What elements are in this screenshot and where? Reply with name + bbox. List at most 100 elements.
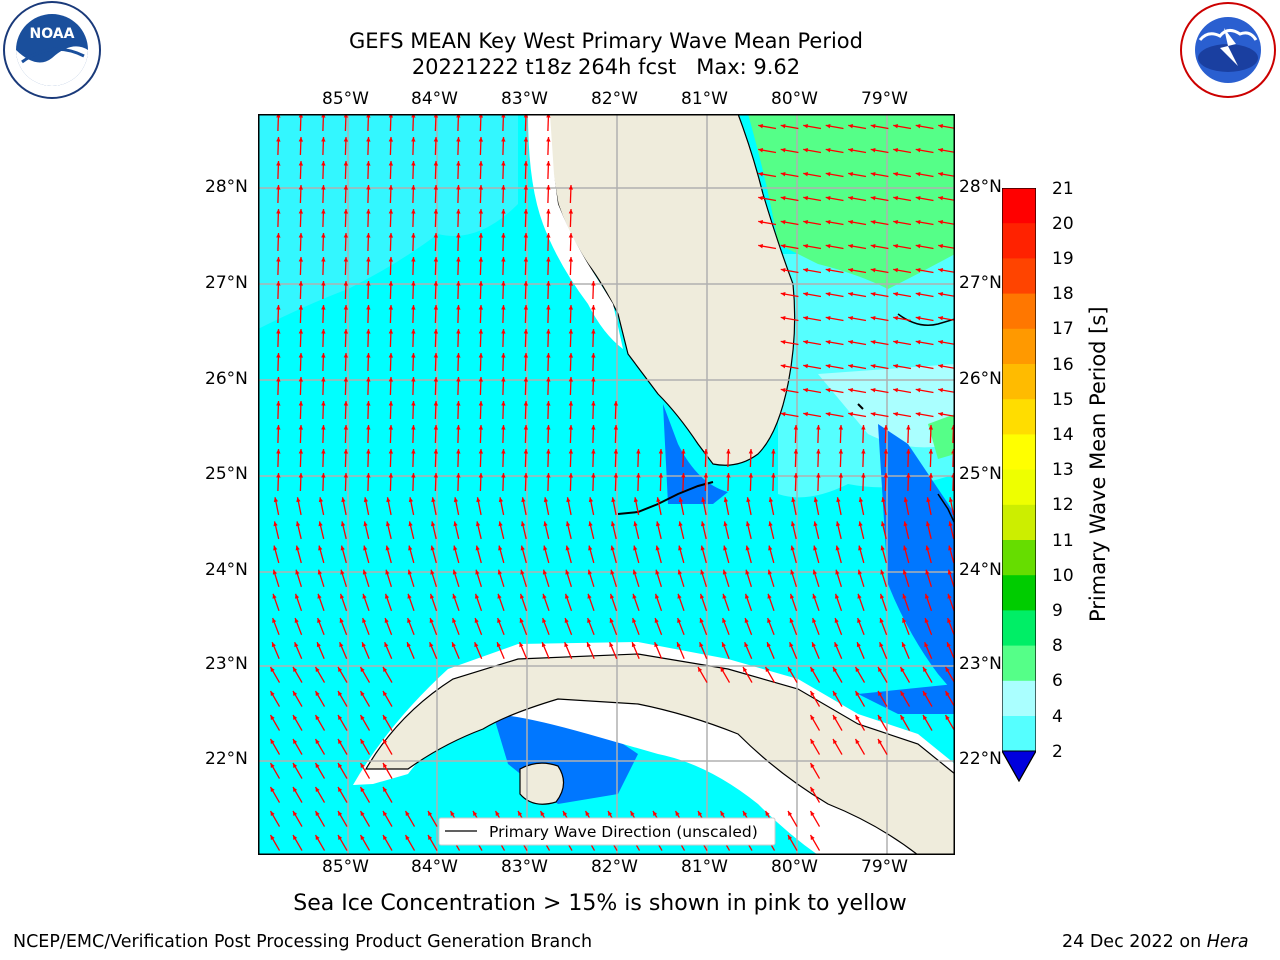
wave-arrow-head [383,667,388,672]
wave-arrow-head [340,521,346,527]
wave-arrow-head [475,569,480,575]
wave-arrow-head [948,497,954,503]
wave-arrow-head [632,618,637,623]
wave-arrow-head [366,137,371,142]
wave-arrow-head [343,185,349,190]
wave-arrow-head [765,811,770,816]
wave-arrow-head [870,244,876,249]
wave-arrow-head [383,811,388,816]
wave-arrow-head [825,196,831,201]
lon-label-bottom-81w: 81°W [681,857,728,877]
wave-arrow-head [613,425,619,430]
nws-logo [1178,0,1278,100]
wave-arrow-head [848,340,854,345]
wave-arrow-head [915,196,921,201]
wave-arrow-head [656,497,661,503]
wave-arrow-head [810,787,815,792]
wave-arrow-head [835,593,840,599]
wave-arrow-head [546,473,551,478]
wave-arrow-head [848,292,854,297]
wave-arrow-head [748,449,754,454]
wave-arrow-head [452,618,457,623]
wave-arrow-head [810,835,815,840]
wave-arrow-head [383,691,388,696]
sea-period-2-4-bahamas [878,424,955,694]
wave-arrow-head [433,185,439,190]
wave-arrow-head [321,233,326,238]
wave-arrow-head [858,545,863,551]
wave-arrow-head [321,425,326,430]
wave-arrow-head [723,521,728,527]
colorbar-segment [1002,645,1036,682]
wave-arrow-head [433,161,439,166]
wave-arrow-head [870,148,876,153]
wave-arrow-head [433,329,439,334]
wave-arrow-head [915,244,921,249]
wave-arrow-head [743,667,748,672]
wave-arrow-head [893,268,899,273]
wave-arrow-head [433,425,439,430]
wave-arrow-head [338,739,343,744]
wave-arrow-head [700,569,705,575]
wave-arrow-head [938,124,944,129]
cb-tick-2: 2 [1052,742,1063,762]
wave-arrow-head [833,715,838,720]
wave-arrow-head [317,569,322,575]
wave-arrow-head [893,124,899,129]
wave-arrow-head [780,124,786,129]
wave-arrow-head [588,497,594,503]
wave-arrow-head [340,569,345,575]
wave-arrow-head [938,148,944,153]
wave-arrow-head [474,642,479,648]
wave-arrow-head [906,473,911,478]
chart-title-line1: GEFS MEAN Key West Primary Wave Mean Per… [349,29,863,53]
wave-arrow-head [295,521,301,527]
wave-arrow-head [294,642,299,648]
wave-arrow-head [790,593,795,599]
wave-arrow-head [880,545,885,551]
colorbar-segment [1002,364,1036,400]
wave-arrow-head [766,642,771,648]
wave-arrow-head [566,497,571,503]
wave-arrow-head [315,667,320,672]
wave-arrow-head [563,811,568,816]
wave-arrow-head [938,388,944,393]
cb-tick-4: 4 [1052,707,1063,727]
wave-arrow-head [293,787,298,792]
cb-tick-21: 21 [1052,179,1074,199]
wave-arrow-head [366,329,371,334]
lon-label-top-82w: 82°W [591,89,638,109]
lon-label-top-84w: 84°W [411,89,458,109]
wave-arrow-head [366,257,371,262]
wave-arrow-head [475,521,481,527]
wave-arrow-head [385,593,390,599]
wave-arrow-head [343,401,349,406]
wave-arrow-head [655,593,660,599]
wave-arrow-head [546,233,551,238]
wave-arrow-head [893,244,899,249]
wave-arrow-head [788,835,793,840]
wave-arrow-head [810,763,815,768]
footer-date-text: 24 Dec 2022 on [1062,932,1207,952]
wave-arrow-head [478,353,484,358]
wave-arrow-head [587,569,592,575]
wave-arrow-head [366,305,371,310]
wave-arrow-head [915,220,921,225]
wave-arrow-head [523,281,529,286]
wave-arrow-head [388,257,394,262]
wave-arrow-head [810,667,815,672]
wave-arrow-head [362,618,367,623]
wave-arrow-head [315,739,320,744]
wave-arrow-head [780,244,786,249]
wave-arrow-head [568,401,574,406]
wave-arrow-head [793,449,799,454]
wave-arrow-head [903,497,909,503]
lat-label-left-27n: 27°N [205,273,248,293]
wave-arrow-head [591,473,596,478]
wave-arrow-head [388,161,394,166]
lon-label-bottom-80w: 80°W [771,857,818,877]
wave-arrow-head [501,401,506,406]
wave-arrow-head [720,667,725,672]
wave-arrow-head [411,209,416,214]
lat-label-right-26n: 26°N [959,369,1002,389]
